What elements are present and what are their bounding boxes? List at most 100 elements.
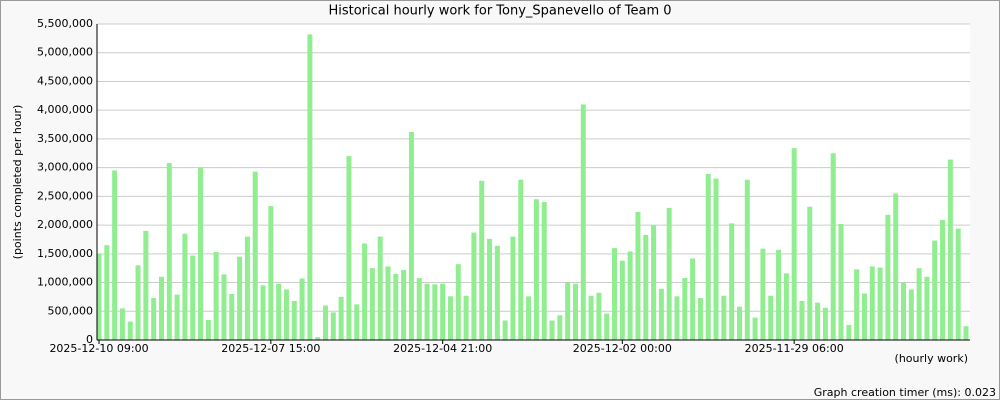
bar bbox=[901, 282, 907, 340]
bar bbox=[541, 202, 547, 340]
bar bbox=[229, 294, 235, 340]
bar bbox=[291, 300, 297, 340]
bar bbox=[807, 206, 813, 340]
bar bbox=[666, 207, 672, 340]
y-axis-label: (points completed per hour) bbox=[11, 105, 24, 260]
bar bbox=[533, 199, 539, 340]
bar bbox=[658, 288, 664, 340]
bar bbox=[791, 148, 797, 340]
bar bbox=[315, 337, 321, 340]
bar bbox=[572, 283, 578, 340]
bar bbox=[682, 277, 688, 340]
y-tick-label: 3,500,000 bbox=[37, 132, 93, 145]
footer: Graph creation timer (ms): 0.023 bbox=[814, 386, 996, 399]
bar bbox=[424, 283, 430, 340]
bar bbox=[432, 284, 438, 340]
bar bbox=[721, 295, 727, 340]
bar bbox=[112, 170, 118, 340]
bar bbox=[783, 273, 789, 340]
bar bbox=[924, 276, 930, 340]
bar bbox=[494, 245, 500, 340]
bar bbox=[104, 245, 110, 340]
bar bbox=[198, 167, 204, 340]
bar bbox=[440, 283, 446, 340]
bar bbox=[276, 283, 282, 340]
bar bbox=[580, 104, 586, 340]
bar bbox=[307, 34, 313, 340]
bar bbox=[776, 249, 782, 340]
bar bbox=[861, 293, 867, 340]
bar bbox=[213, 252, 219, 340]
bar bbox=[158, 276, 164, 340]
bar bbox=[643, 234, 649, 340]
bar bbox=[510, 236, 516, 340]
bar bbox=[854, 269, 860, 340]
y-tick-label: 4,000,000 bbox=[37, 103, 93, 116]
y-tick-label: 1,000,000 bbox=[37, 276, 93, 289]
bar bbox=[471, 232, 477, 340]
bar bbox=[674, 296, 680, 340]
bar bbox=[635, 211, 641, 340]
bar bbox=[955, 228, 961, 340]
bar bbox=[463, 295, 469, 340]
x-tick-label: 2025-12-10 09:00 bbox=[49, 342, 148, 355]
bar bbox=[330, 312, 336, 340]
y-tick-label: 4,500,000 bbox=[37, 74, 93, 87]
bar bbox=[885, 214, 891, 340]
bar bbox=[932, 240, 938, 340]
bar bbox=[362, 243, 368, 340]
bar bbox=[713, 178, 719, 340]
bar bbox=[354, 304, 360, 340]
bar bbox=[830, 153, 836, 340]
bar bbox=[346, 156, 352, 340]
bar bbox=[143, 230, 149, 340]
bar bbox=[135, 265, 141, 340]
bar bbox=[619, 260, 625, 340]
bar bbox=[455, 264, 461, 340]
bar bbox=[947, 159, 953, 340]
bar bbox=[651, 225, 657, 340]
bar bbox=[526, 296, 532, 340]
bar bbox=[393, 273, 399, 340]
bar bbox=[729, 223, 735, 340]
bar bbox=[182, 233, 188, 340]
bar bbox=[502, 320, 508, 340]
x-tick-label: 2025-12-07 15:00 bbox=[221, 342, 320, 355]
bar bbox=[627, 251, 633, 340]
bar bbox=[916, 268, 922, 340]
y-tick-label: 500,000 bbox=[48, 304, 94, 317]
y-tick-label: 0 bbox=[86, 333, 93, 346]
bar bbox=[705, 173, 711, 340]
bar bbox=[604, 313, 610, 340]
bar bbox=[940, 219, 946, 340]
bar bbox=[401, 269, 407, 340]
bar bbox=[752, 317, 758, 340]
bar bbox=[268, 206, 274, 340]
bar bbox=[877, 267, 883, 340]
bar bbox=[908, 289, 914, 340]
bar bbox=[846, 325, 852, 340]
y-tick-label: 2,000,000 bbox=[37, 218, 93, 231]
bar bbox=[815, 302, 821, 340]
x-axis-label: (hourly work) bbox=[895, 352, 968, 365]
y-tick-label: 2,500,000 bbox=[37, 189, 93, 202]
bar bbox=[697, 298, 703, 340]
bar bbox=[408, 132, 414, 340]
bar bbox=[744, 179, 750, 340]
y-tick-label: 3,000,000 bbox=[37, 161, 93, 174]
bar bbox=[237, 256, 243, 340]
bar bbox=[252, 171, 258, 340]
bar bbox=[166, 163, 172, 340]
y-tick-label: 5,500,000 bbox=[37, 17, 93, 30]
bar bbox=[518, 179, 524, 340]
bar bbox=[487, 238, 493, 340]
bar bbox=[838, 223, 844, 340]
bar bbox=[557, 315, 563, 340]
bar bbox=[244, 236, 250, 340]
bar bbox=[369, 268, 375, 340]
bar bbox=[893, 193, 899, 340]
bar bbox=[612, 248, 618, 340]
bar bbox=[760, 248, 766, 340]
bar bbox=[119, 308, 125, 340]
